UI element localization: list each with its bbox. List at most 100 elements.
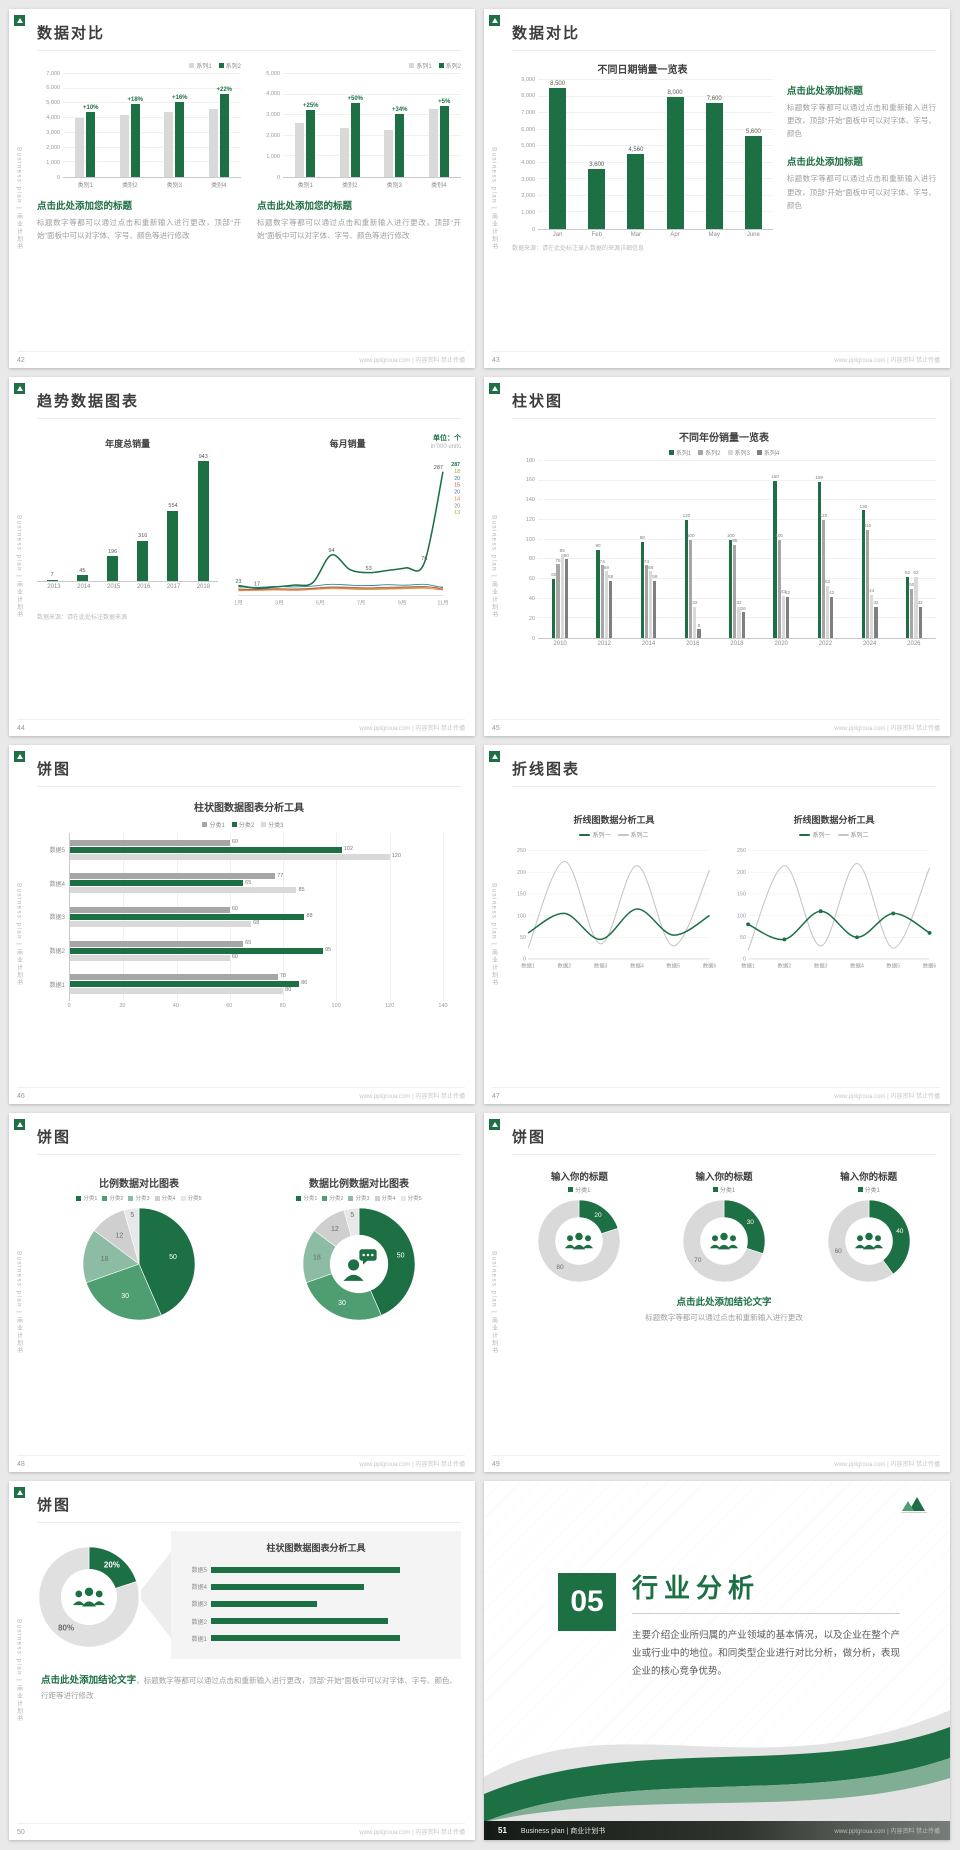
y-tick-label: 5,000: [46, 99, 60, 106]
slide-46[interactable]: Business plan | 商业计划书 饼图 柱状图数据图表分析工具 分类1…: [9, 745, 475, 1104]
bar: 120: [683, 514, 690, 638]
chart-legend: 系列1 系列2: [257, 61, 461, 70]
mountain-logo-icon: [901, 1497, 927, 1513]
slide-50[interactable]: Business plan | 商业计划书 饼图 20% 80% 柱状图数据图表分…: [9, 1481, 475, 1840]
slide-header: 柱状图: [512, 390, 936, 419]
slide-content: 折线图数据分析工具 系列一 系列二 0 50 100 150 200 250 数据1 数据2 数据3…: [512, 811, 936, 970]
slide-sidebar: Business plan | 商业计划书: [9, 1481, 29, 1840]
sidebar-vertical-text: Business plan | 商业计划书: [15, 1251, 22, 1356]
line-plot: 0 50 100 150 200 250 数据1 数据2 数据3 数据4 数据5 数据6: [517, 848, 716, 969]
page-number: 46: [17, 1093, 25, 1100]
legend-item: 分类5: [180, 1194, 202, 1202]
chart-legend: 分类1 分类2 分类3 分类4 分类5: [37, 1194, 241, 1202]
bar: [70, 940, 244, 947]
bar: 130: [860, 504, 867, 638]
legend-label: 分类3: [268, 823, 284, 829]
bar-group: 943: [188, 454, 218, 581]
chart-title: 比例数据对比图表: [99, 1179, 179, 1190]
legend-label: 分类2: [109, 1196, 124, 1202]
slide-footer: 42 www.pptgroua.com | 内容资料 禁止传播: [17, 351, 465, 364]
legend-marker: [261, 822, 267, 827]
plot-area: +10% +18% +16% +22%: [63, 73, 241, 178]
section-header: 05 行业分析 主要介绍企业所归属的产业领域的基本情况，以及企业在整个产业或行业…: [558, 1573, 900, 1681]
slide-49[interactable]: Business plan | 商业计划书 饼图 输入你的标题 分类1 20 80 …: [484, 1113, 950, 1472]
pie-label: 30: [121, 1293, 129, 1300]
bar: [211, 1566, 400, 1573]
y-category-label: 数据4: [49, 881, 65, 888]
bar: [428, 109, 438, 177]
legend-label: 系列一: [592, 833, 611, 839]
slide-43[interactable]: Business plan | 商业计划书 数据对比 不同日期销量一览表 0 1,…: [484, 9, 950, 368]
chart-legend: 分类1 分类2 分类3: [43, 820, 443, 829]
gridline: [389, 833, 391, 1001]
bar-value-label: 86: [301, 980, 308, 987]
slide-header: 趋势数据图表: [37, 390, 461, 419]
conclusion-body: ，标题数字等都可以通过点击和重新输入进行更改，顶部“开始”面板中可以对字体、字号…: [41, 1676, 457, 1701]
bar-line: 78: [70, 973, 443, 981]
gridline: [538, 79, 773, 80]
bar-value-label: 60: [231, 839, 238, 846]
brand-logo-icon: [489, 1119, 500, 1130]
bar-value-label: 120: [391, 853, 401, 860]
brand-logo-icon: [489, 15, 500, 26]
chart-block: 不同日期销量一览表 0 1,000 2,000 3,000 4,000 5,000 6,00…: [512, 59, 773, 252]
slide-47[interactable]: Business plan | 商业计划书 折线图表 折线图数据分析工具 系列一…: [484, 745, 950, 1104]
slide-45[interactable]: Business plan | 商业计划书 柱状图 不同年份销量一览表 系列1 系…: [484, 377, 950, 736]
y-category-label: 数据5: [49, 848, 65, 855]
sidebar-vertical-text: Business plan | 商业计划书: [15, 147, 22, 252]
gridline: [283, 114, 461, 116]
bar-line: 60: [70, 840, 443, 846]
bar: [208, 109, 218, 177]
chart-legend: 分类1: [512, 1185, 647, 1194]
pie-label: 50: [397, 1252, 405, 1259]
pie-plot: 30 70: [682, 1199, 766, 1283]
bar: 8,000: [666, 90, 684, 229]
pie-label: 70: [694, 1257, 702, 1264]
bar: 42: [829, 590, 834, 638]
bar-groups: 60 102 120 77 65 85 60 88 68 65 95 60 78 86 80: [70, 833, 443, 1001]
bar-value-label: 943: [198, 453, 208, 460]
slide-44[interactable]: Business plan | 商业计划书 趋势数据图表 单位：个 in'000…: [9, 377, 475, 736]
bar-value-label: 85: [559, 547, 565, 553]
chart-columns: 折线图数据分析工具 系列一 系列二 0 50 100 150 200 250 数据1 数据2 数据3…: [512, 811, 936, 970]
bar: 60: [551, 573, 556, 638]
pie-label: 50: [169, 1254, 177, 1261]
bar-value-label: 8,500: [550, 81, 566, 88]
x-axis: Jan Feb Mar Apr May June: [538, 232, 773, 238]
chart-title: 不同年份销量一览表: [679, 433, 769, 444]
bar-plot-row: 7 45 196 316 554 943: [37, 454, 219, 582]
bar-value-label: 160: [771, 474, 779, 480]
slide-header: 数据对比: [37, 22, 461, 51]
slide-content: 20% 80% 柱状图数据图表分析工具 数据5 数据4 数据3 数据2 数据1 点击此处添…: [37, 1531, 461, 1703]
bar: [70, 873, 276, 880]
slide-footer: 50 www.pptgroua.com | 内容资料 禁止传播: [17, 1823, 465, 1836]
conclusion-paragraph: 点击此处添加结论文字，标题数字等都可以通过点击和重新输入进行更改，顶部“开始”面…: [41, 1672, 457, 1703]
bar: [164, 112, 174, 177]
triangle-mark-icon: [16, 1122, 23, 1127]
x-category-label: 类别4: [431, 183, 447, 189]
conclusion-heading: 点击此处添加结论文字: [676, 1297, 772, 1308]
gridline: [538, 519, 936, 520]
y-tick-label: 40: [528, 595, 535, 602]
svg-text:150: 150: [517, 892, 526, 898]
pie-label: 18: [313, 1255, 321, 1262]
x-category-label: 2016: [686, 641, 700, 647]
svg-text:150: 150: [737, 892, 746, 898]
column-chart: 系列1 系列2 0 1,000 2,000 3,000 4,000 5,000 +25% +50%…: [257, 61, 461, 189]
slide-content: 不同年份销量一览表 系列1 系列2 系列3 系列4 0 20 40 60 80 100 120 140…: [512, 429, 936, 647]
slide-42[interactable]: Business plan | 商业计划书 数据对比 系列1 系列2 0 1,000 2…: [9, 9, 475, 368]
bar-group: 160 100 43 42: [759, 461, 803, 638]
bar-value-label: 65: [245, 939, 252, 946]
bar: 85: [560, 548, 565, 638]
slide-content: 比例数据对比图表 分类1 分类2 分类3 分类4 分类5 50 30 18 12 5 数据比例数据…: [37, 1173, 461, 1322]
svg-text:50: 50: [740, 935, 746, 941]
bar-value-label: 78: [279, 973, 286, 980]
slide-51[interactable]: 05 行业分析 主要介绍企业所归属的产业领域的基本情况，以及企业在整个产业或行业…: [484, 1481, 950, 1840]
slide-48[interactable]: Business plan | 商业计划书 饼图 比例数据对比图表 分类1 分类2…: [9, 1113, 475, 1472]
x-axis: 0 20 40 60 80 100 120 140: [67, 1003, 447, 1011]
bar: 95: [732, 538, 737, 638]
slide-content: 不同日期销量一览表 0 1,000 2,000 3,000 4,000 5,000 6,00…: [512, 59, 936, 252]
legend-marker: [698, 450, 704, 455]
gridline: [538, 112, 773, 114]
triangle-mark-icon: [16, 1490, 23, 1495]
